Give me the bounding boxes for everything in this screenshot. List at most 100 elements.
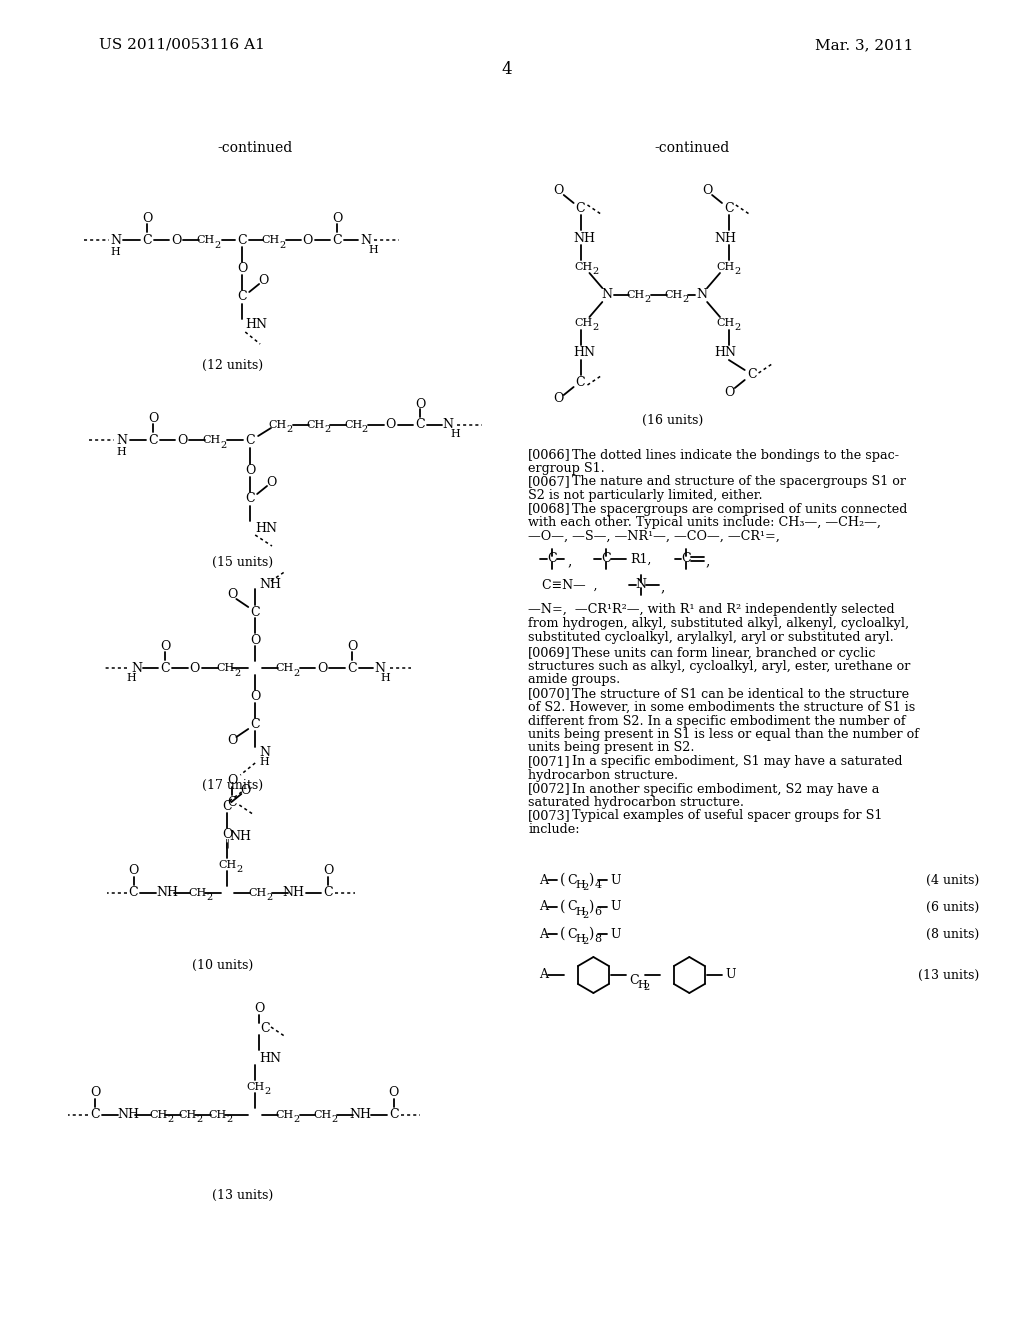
Text: include:: include: bbox=[528, 822, 580, 836]
Text: 2: 2 bbox=[264, 1088, 270, 1097]
Text: NH: NH bbox=[259, 578, 282, 590]
Text: H: H bbox=[637, 979, 647, 990]
Text: H: H bbox=[117, 447, 127, 457]
Text: C: C bbox=[222, 800, 232, 813]
Text: different from S2. In a specific embodiment the number of: different from S2. In a specific embodim… bbox=[528, 714, 906, 727]
Text: units being present in S1 is less or equal than the number of: units being present in S1 is less or equ… bbox=[528, 729, 920, 741]
Text: 2: 2 bbox=[592, 268, 598, 276]
Text: HN: HN bbox=[714, 346, 736, 359]
Text: O: O bbox=[388, 1086, 398, 1100]
Text: O: O bbox=[177, 433, 187, 446]
Text: CH: CH bbox=[574, 261, 593, 272]
Text: A: A bbox=[539, 874, 548, 887]
Text: U: U bbox=[610, 928, 621, 940]
Text: CH: CH bbox=[179, 1110, 197, 1119]
Text: O: O bbox=[554, 392, 564, 405]
Text: N: N bbox=[116, 433, 127, 446]
Text: O: O bbox=[227, 734, 238, 747]
Text: (10 units): (10 units) bbox=[191, 958, 253, 972]
Text: Typical examples of useful spacer groups for S1: Typical examples of useful spacer groups… bbox=[571, 809, 882, 822]
Text: O: O bbox=[317, 661, 328, 675]
Text: H: H bbox=[575, 880, 586, 890]
Text: 2: 2 bbox=[294, 668, 300, 677]
Text: NH: NH bbox=[229, 829, 252, 842]
Text: 2: 2 bbox=[583, 911, 589, 920]
Text: 2: 2 bbox=[167, 1115, 173, 1125]
Text: O: O bbox=[554, 185, 564, 198]
Text: U: U bbox=[610, 900, 621, 913]
Text: O: O bbox=[148, 412, 159, 425]
Text: 2: 2 bbox=[682, 296, 688, 305]
Text: C: C bbox=[148, 433, 158, 446]
Text: ,: , bbox=[660, 579, 665, 594]
Text: HN: HN bbox=[573, 346, 596, 359]
Text: U: U bbox=[610, 874, 621, 887]
Text: (12 units): (12 units) bbox=[202, 359, 263, 371]
Text: O: O bbox=[302, 234, 312, 247]
Text: C: C bbox=[227, 796, 238, 809]
Text: amide groups.: amide groups. bbox=[528, 673, 621, 686]
Text: O: O bbox=[245, 463, 255, 477]
Text: O: O bbox=[142, 213, 153, 226]
Text: (8 units): (8 units) bbox=[926, 928, 979, 940]
Text: CH: CH bbox=[150, 1110, 167, 1119]
Text: The structure of S1 can be identical to the structure: The structure of S1 can be identical to … bbox=[571, 688, 908, 701]
Text: [0068]: [0068] bbox=[528, 503, 571, 516]
Text: O: O bbox=[227, 589, 238, 602]
Text: N: N bbox=[696, 289, 708, 301]
Text: C: C bbox=[142, 234, 153, 247]
Text: 2: 2 bbox=[280, 240, 286, 249]
Text: 2: 2 bbox=[583, 937, 589, 946]
Text: O: O bbox=[171, 234, 181, 247]
Text: H: H bbox=[575, 935, 586, 944]
Text: ): ) bbox=[589, 927, 594, 941]
Text: N: N bbox=[259, 746, 270, 759]
Text: C: C bbox=[629, 974, 639, 986]
Text: H: H bbox=[111, 247, 121, 257]
Text: CH: CH bbox=[188, 888, 207, 898]
Text: 2: 2 bbox=[266, 894, 272, 903]
Text: N: N bbox=[111, 234, 121, 247]
Text: CH: CH bbox=[209, 1110, 226, 1119]
Text: [0071]: [0071] bbox=[528, 755, 570, 768]
Text: C: C bbox=[250, 718, 260, 730]
Text: [0073]: [0073] bbox=[528, 809, 571, 822]
Text: N: N bbox=[375, 661, 385, 675]
Text: 2: 2 bbox=[226, 1115, 232, 1125]
Text: 2: 2 bbox=[644, 983, 650, 993]
Text: CH: CH bbox=[275, 1110, 294, 1119]
Text: (: ( bbox=[560, 927, 565, 941]
Text: 2: 2 bbox=[331, 1115, 338, 1125]
Text: In another specific embodiment, S2 may have a: In another specific embodiment, S2 may h… bbox=[571, 783, 879, 796]
Text: N: N bbox=[131, 661, 142, 675]
Text: (4 units): (4 units) bbox=[926, 874, 979, 887]
Text: hydrocarbon structure.: hydrocarbon structure. bbox=[528, 770, 678, 781]
Text: C: C bbox=[567, 928, 578, 940]
Text: CH: CH bbox=[717, 261, 735, 272]
Text: 2: 2 bbox=[583, 883, 589, 892]
Text: N: N bbox=[635, 578, 646, 591]
Text: H: H bbox=[575, 907, 586, 917]
Text: US 2011/0053116 A1: US 2011/0053116 A1 bbox=[99, 38, 265, 51]
Text: units being present in S2.: units being present in S2. bbox=[528, 742, 694, 755]
Text: NH: NH bbox=[283, 887, 305, 899]
Text: CH: CH bbox=[627, 290, 645, 300]
Text: ): ) bbox=[589, 900, 594, 913]
Text: O: O bbox=[240, 784, 251, 796]
Text: structures such as alkyl, cycloalkyl, aryl, ester, urethane or: structures such as alkyl, cycloalkyl, ar… bbox=[528, 660, 910, 673]
Text: of S2. However, in some embodiments the structure of S1 is: of S2. However, in some embodiments the … bbox=[528, 701, 915, 714]
Text: 2: 2 bbox=[234, 668, 241, 677]
Text: C: C bbox=[333, 234, 342, 247]
Text: O: O bbox=[227, 775, 238, 788]
Text: CH: CH bbox=[197, 235, 215, 246]
Text: A: A bbox=[539, 928, 548, 940]
Text: 2: 2 bbox=[220, 441, 226, 450]
Text: HN: HN bbox=[259, 1052, 282, 1064]
Text: ,: , bbox=[567, 554, 571, 568]
Text: HN: HN bbox=[255, 521, 278, 535]
Text: C: C bbox=[575, 202, 586, 214]
Text: —N=,  —CR¹R²—, with R¹ and R² independently selected: —N=, —CR¹R²—, with R¹ and R² independent… bbox=[528, 603, 895, 616]
Text: O: O bbox=[160, 639, 170, 652]
Text: C: C bbox=[575, 375, 586, 388]
Text: N: N bbox=[360, 234, 372, 247]
